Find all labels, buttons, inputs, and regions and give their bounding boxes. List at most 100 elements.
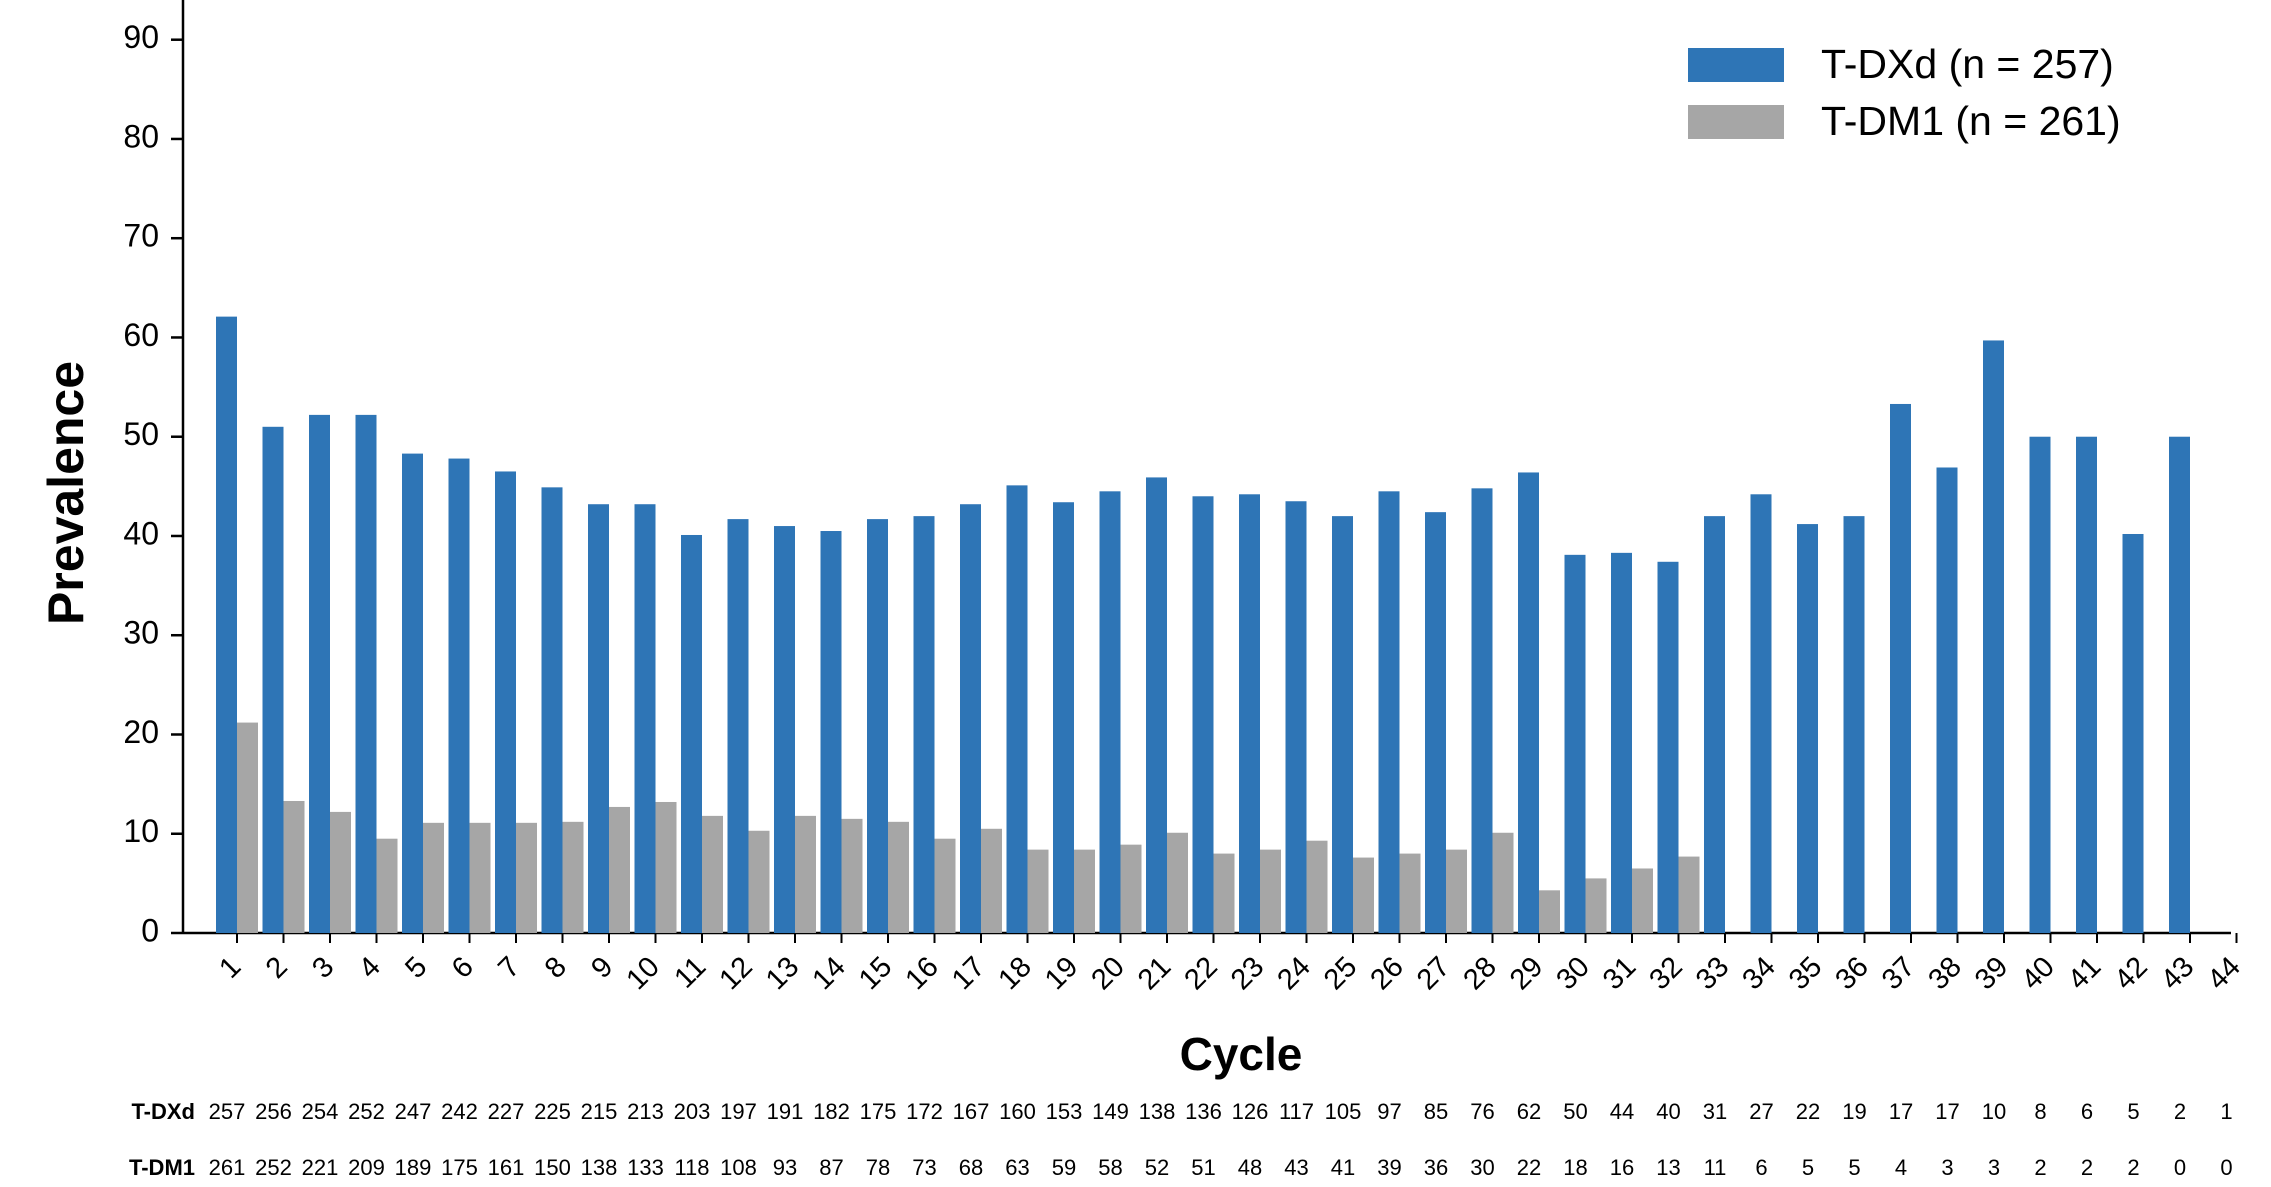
bar <box>960 504 981 933</box>
x-tick-label: 30 <box>1550 951 1595 996</box>
bar <box>1146 477 1167 933</box>
bar <box>867 519 888 933</box>
bar <box>495 471 516 933</box>
bar <box>1213 853 1235 933</box>
bar <box>1399 853 1421 933</box>
at-risk-value: 93 <box>773 1155 797 1180</box>
bar <box>774 526 795 933</box>
at-risk-value: 6 <box>1755 1155 1767 1180</box>
x-axis-title: Cycle <box>1180 1028 1303 1080</box>
at-risk-value: 59 <box>1052 1155 1076 1180</box>
at-risk-value: 126 <box>1232 1099 1269 1124</box>
x-tick-label: 24 <box>1271 951 1316 996</box>
at-risk-value: 225 <box>534 1099 571 1124</box>
bar <box>541 487 563 933</box>
bar <box>448 458 470 933</box>
y-tick-label: 90 <box>123 19 159 55</box>
bar <box>681 534 702 933</box>
x-tick-label: 42 <box>2108 951 2153 996</box>
at-risk-value: 136 <box>1185 1099 1222 1124</box>
x-tick-label: 6 <box>446 951 480 985</box>
at-risk-value: 1 <box>2220 1099 2232 1124</box>
bar <box>934 838 956 933</box>
at-risk-value: 150 <box>534 1155 571 1180</box>
x-tick-label: 41 <box>2062 951 2107 996</box>
x-tick-label: 8 <box>539 951 573 985</box>
at-risk-value: 105 <box>1325 1099 1362 1124</box>
at-risk-value: 85 <box>1424 1099 1448 1124</box>
x-tick-label: 16 <box>899 951 944 996</box>
at-risk-value: 254 <box>302 1099 339 1124</box>
at-risk-value: 51 <box>1191 1155 1215 1180</box>
bar <box>820 531 842 933</box>
at-risk-value: 175 <box>860 1099 897 1124</box>
bar <box>1378 491 1400 933</box>
at-risk-value: 73 <box>912 1155 936 1180</box>
bar <box>1446 849 1467 933</box>
bar <box>1332 516 1353 933</box>
x-tick-label: 44 <box>2201 951 2246 996</box>
at-risk-value: 52 <box>1145 1155 1169 1180</box>
bar <box>237 722 258 933</box>
bar <box>1632 868 1653 933</box>
at-risk-value: 3 <box>1941 1155 1953 1180</box>
bar <box>1120 844 1142 933</box>
at-risk-value: 161 <box>488 1155 525 1180</box>
at-risk-value: 227 <box>488 1099 525 1124</box>
bar <box>1843 516 1865 933</box>
bar <box>1239 494 1260 933</box>
bar <box>1027 849 1049 933</box>
at-risk-value: 11 <box>1704 1155 1727 1180</box>
legend-swatch <box>1688 105 1784 139</box>
x-tick-label: 23 <box>1225 951 1270 996</box>
at-risk-value: 4 <box>1895 1155 1907 1180</box>
x-tick-label: 21 <box>1132 951 1177 996</box>
at-risk-value: 209 <box>348 1155 385 1180</box>
bar <box>469 822 491 933</box>
bar <box>402 453 423 933</box>
at-risk-value: 16 <box>1610 1155 1634 1180</box>
x-tick-label: 11 <box>668 951 712 995</box>
at-risk-value: 87 <box>819 1155 843 1180</box>
legend-swatch <box>1688 48 1784 82</box>
bar <box>1750 494 1772 933</box>
at-risk-value: 133 <box>627 1155 664 1180</box>
x-tick-label: 32 <box>1643 951 1688 996</box>
at-risk-value: 97 <box>1377 1099 1401 1124</box>
at-risk-value: 48 <box>1238 1155 1262 1180</box>
at-risk-value: 191 <box>767 1099 804 1124</box>
bar <box>1471 488 1493 933</box>
x-tick-label: 39 <box>1969 951 2014 996</box>
at-risk-value: 257 <box>209 1099 246 1124</box>
at-risk-value: 10 <box>1982 1099 2006 1124</box>
bar <box>1099 491 1121 933</box>
at-risk-value: 13 <box>1656 1155 1680 1180</box>
legend-label: T-DM1 (n = 261) <box>1821 98 2121 144</box>
at-risk-value: 252 <box>255 1155 292 1180</box>
at-risk-value: 175 <box>441 1155 478 1180</box>
bar <box>588 504 609 933</box>
x-tick-label: 37 <box>1876 951 1921 996</box>
bar <box>376 838 398 933</box>
x-tick-label: 27 <box>1411 951 1456 996</box>
x-tick-label: 40 <box>2015 951 2060 996</box>
at-risk-value: 261 <box>209 1155 246 1180</box>
bar <box>1539 890 1560 933</box>
bar <box>981 828 1002 933</box>
at-risk-value: 221 <box>302 1155 339 1180</box>
x-tick-label: 19 <box>1039 951 1084 996</box>
bar <box>1260 849 1281 933</box>
legend-label: T-DXd (n = 257) <box>1821 41 2114 87</box>
at-risk-value: 76 <box>1470 1099 1494 1124</box>
y-tick-label: 20 <box>123 714 159 750</box>
bar <box>562 821 584 933</box>
bar <box>1353 857 1374 933</box>
at-risk-label: T-DXd <box>131 1099 195 1124</box>
bar <box>330 811 351 933</box>
bar <box>423 822 444 933</box>
y-tick-label: 10 <box>123 813 159 849</box>
at-risk-value: 43 <box>1284 1155 1308 1180</box>
bar <box>355 414 377 934</box>
x-tick-label: 17 <box>946 951 991 996</box>
